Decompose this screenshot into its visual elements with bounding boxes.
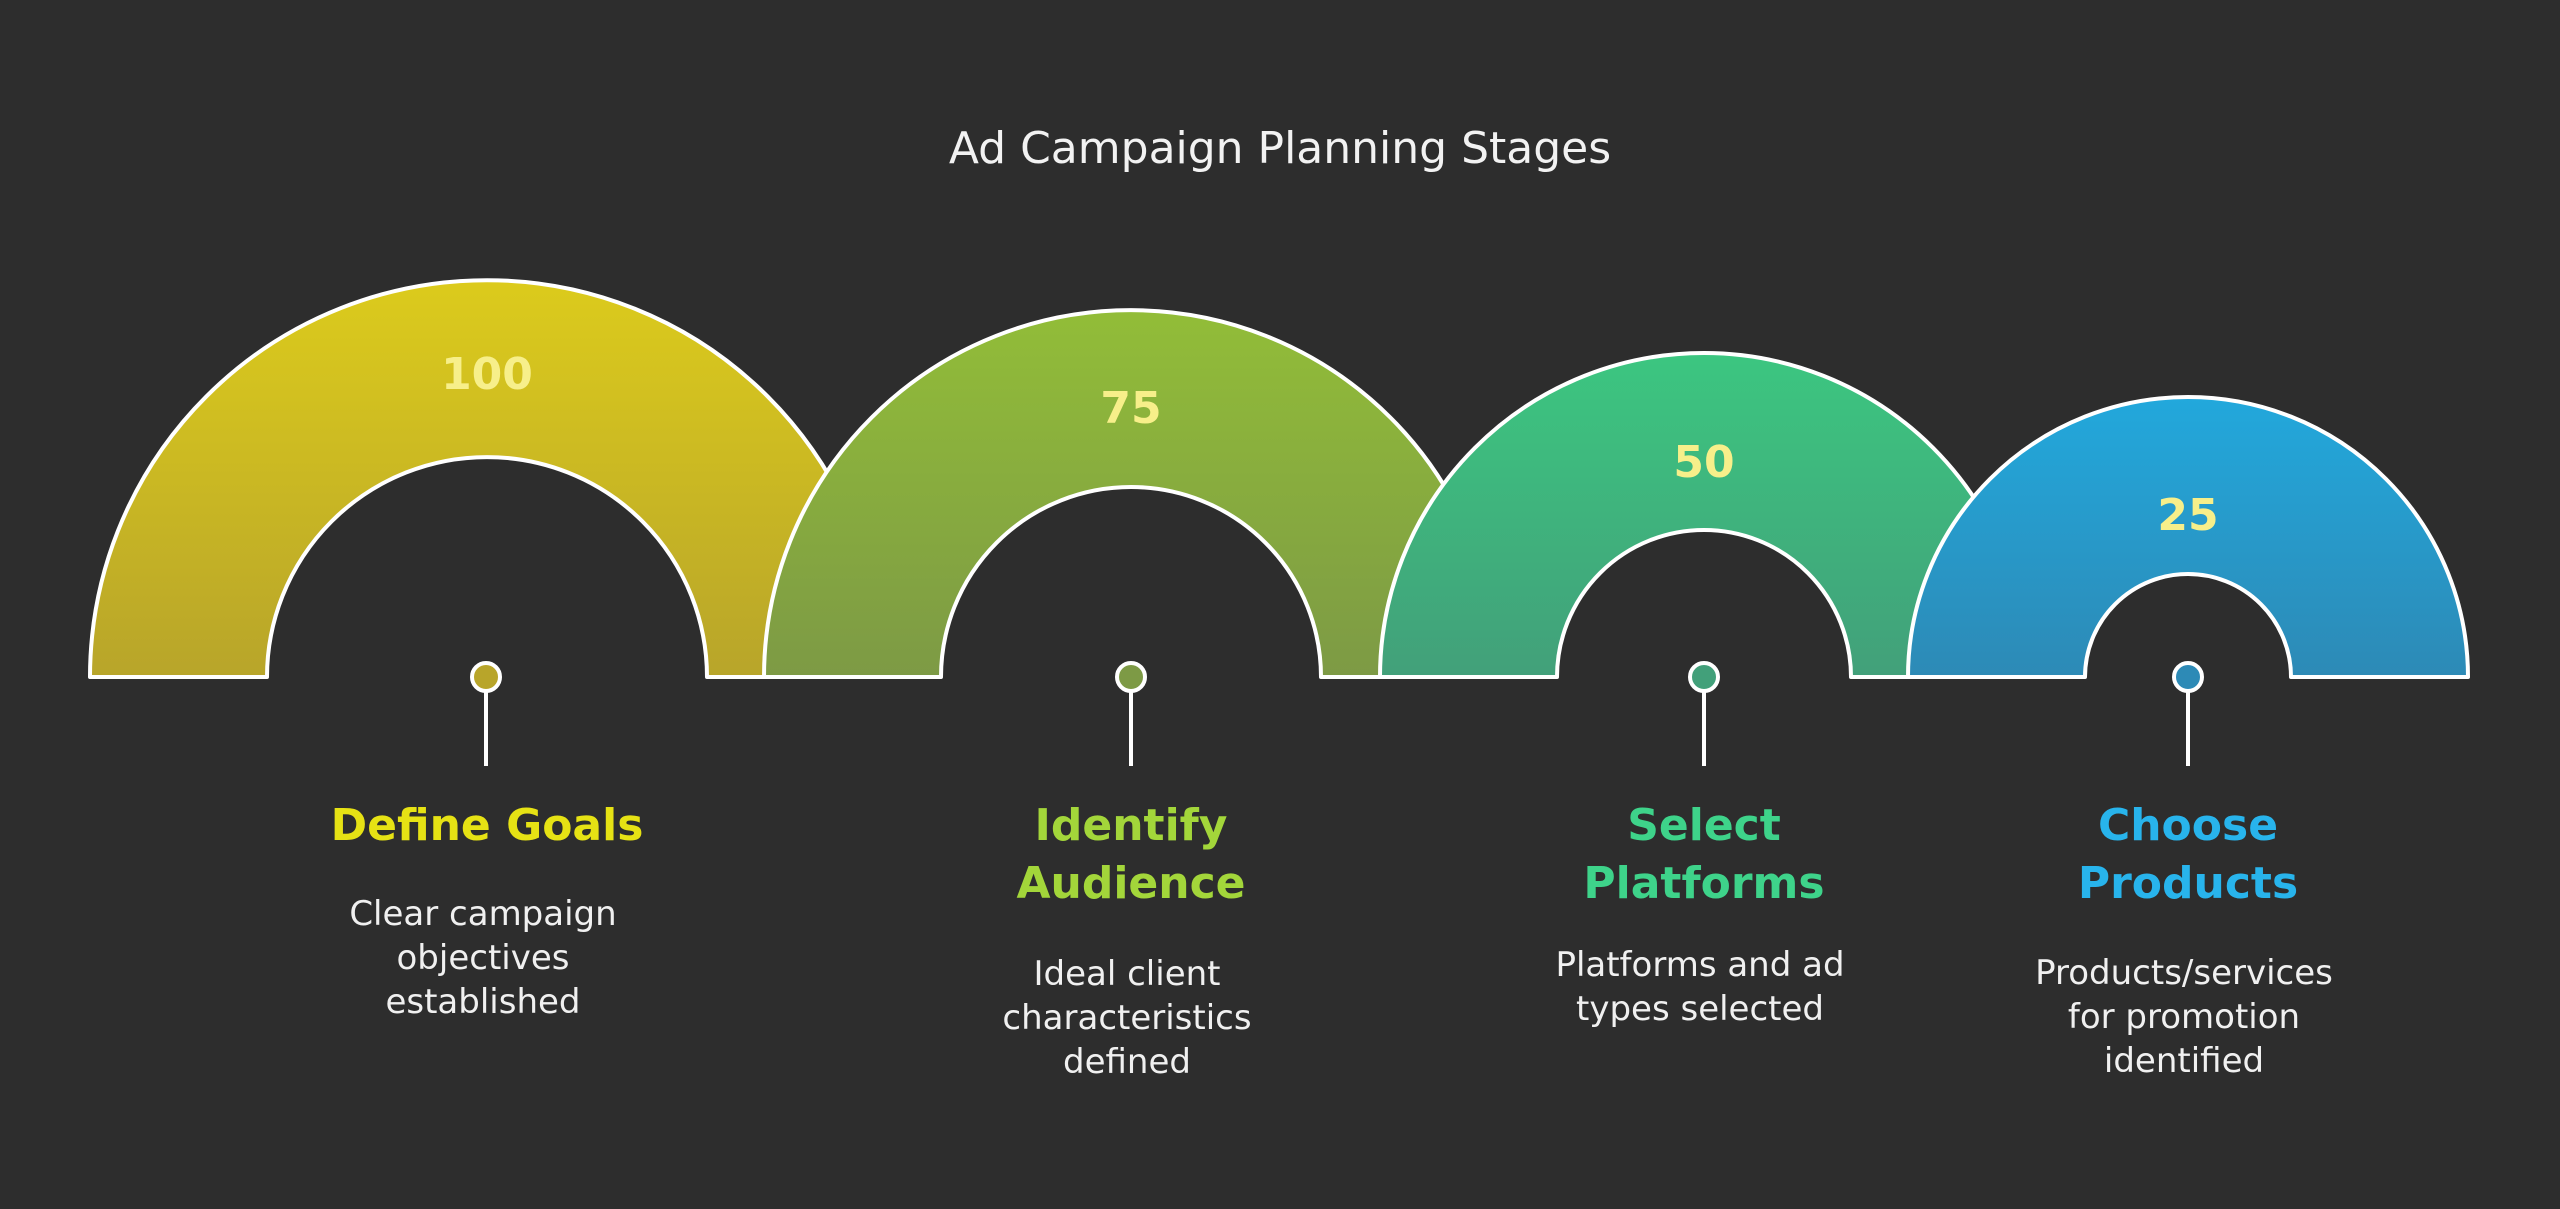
stage-description-4: Products/services for promotion identified [2035, 953, 2333, 1081]
stage-description-2: Ideal client characteristics defined [1002, 954, 1251, 1082]
stage-value-3: 50 [1673, 437, 1734, 488]
stage-value-4: 25 [2157, 490, 2218, 541]
stage-arches: 100 75 50 25 [88, 278, 2470, 679]
stage-label-4: Choose Products [2078, 800, 2298, 909]
stage-description-3: Platforms and ad types selected [1555, 945, 1844, 1029]
stage-label-line: Identify [1035, 800, 1228, 851]
stage-description-line: identified [2104, 1041, 2264, 1081]
stage-description-line: established [385, 982, 580, 1022]
stage-value-2: 75 [1100, 383, 1161, 434]
stage-label-1: Define Goals [331, 800, 644, 851]
stage-description-line: for promotion [2068, 997, 2300, 1037]
stage-description-line: defined [1063, 1042, 1191, 1082]
stage-label-2: Identify Audience [1016, 800, 1245, 909]
stage-description-line: Ideal client [1034, 954, 1221, 994]
stage-label-line: Audience [1016, 858, 1245, 909]
stage-description-line: types selected [1576, 989, 1824, 1029]
stage-description-line: objectives [397, 938, 570, 978]
stage-label-line: Platforms [1583, 858, 1824, 909]
stage-connector-dot-1 [470, 661, 502, 693]
stage-connector-dot-4 [2172, 661, 2204, 693]
stage-arch-1 [88, 278, 886, 679]
stage-label-line: Select [1627, 800, 1781, 851]
diagram-title: Ad Campaign Planning Stages [949, 123, 1611, 174]
stage-description-line: Clear campaign [349, 894, 616, 934]
stage-labels: Define Goals Clear campaign objectives esta… [331, 800, 2333, 1082]
stage-connector-dot-3 [1688, 661, 1720, 693]
stage-value-1: 100 [441, 349, 533, 400]
stage-description-1: Clear campaign objectives established [349, 894, 616, 1022]
stage-label-line: Choose [2098, 800, 2278, 851]
stage-description-line: Platforms and ad [1555, 945, 1844, 985]
stage-arch-4 [1906, 395, 2470, 679]
stage-description-line: characteristics [1002, 998, 1251, 1038]
stage-label-3: Select Platforms [1583, 800, 1824, 909]
stage-label-line: Products [2078, 858, 2298, 909]
stage-connector-dot-2 [1115, 661, 1147, 693]
stage-description-line: Products/services [2035, 953, 2333, 993]
stage-connectors [470, 661, 2204, 766]
stage-label-line: Define Goals [331, 800, 644, 851]
